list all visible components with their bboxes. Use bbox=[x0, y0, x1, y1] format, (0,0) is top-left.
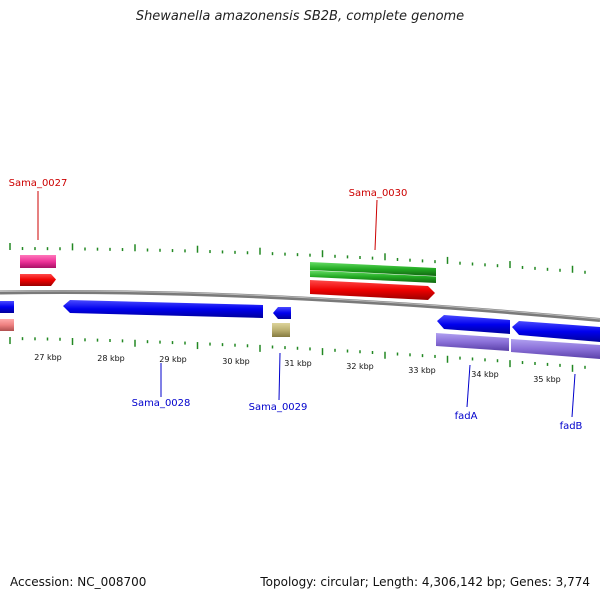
genome-backbone-highlight bbox=[0, 290, 600, 320]
cds-sama-0029-feature[interactable] bbox=[273, 307, 291, 319]
cds-left-partial-feature[interactable] bbox=[0, 301, 14, 313]
gene-label-sama-0028[interactable]: Sama_0028 bbox=[132, 398, 191, 409]
accession-text: Accession: NC_008700 bbox=[10, 575, 147, 589]
cds-fada-feature[interactable] bbox=[437, 315, 510, 334]
scale-tick-label: 28 kbp bbox=[97, 354, 125, 363]
bottom-tick-row bbox=[9, 337, 586, 372]
scale-tick-label: 31 kbp bbox=[284, 359, 312, 368]
scale-tick-label: 33 kbp bbox=[408, 366, 436, 375]
cds-sama-0030-feature[interactable] bbox=[310, 280, 435, 300]
gene-label-fada[interactable]: fadA bbox=[455, 411, 478, 422]
scale-tick-label: 29 kbp bbox=[159, 355, 187, 364]
gene-fadb-feature[interactable] bbox=[511, 339, 600, 359]
leader-line-sama-0029 bbox=[278, 352, 281, 401]
gene-sama-0029-feature[interactable] bbox=[272, 323, 290, 337]
gene-label-fadb[interactable]: fadB bbox=[560, 421, 583, 432]
gene-label-sama-0030[interactable]: Sama_0030 bbox=[349, 188, 408, 199]
genome-summary-text: Topology: circular; Length: 4,306,142 bp… bbox=[260, 575, 590, 589]
scale-tick-label: 27 kbp bbox=[34, 353, 62, 362]
scale-tick-label: 34 kbp bbox=[471, 370, 499, 379]
scale-tick-label: 32 kbp bbox=[346, 362, 374, 371]
scale-ticks: 27 kbp 28 kbp 29 kbp 30 kbp 31 kbp 32 kb… bbox=[34, 353, 561, 384]
leader-line-sama-0030 bbox=[374, 199, 378, 251]
leader-line-fadb bbox=[571, 373, 576, 418]
scale-tick-label: 35 kbp bbox=[533, 375, 561, 384]
genome-backbone bbox=[0, 289, 600, 322]
cds-sama-0027-feature[interactable] bbox=[20, 274, 56, 286]
scale-tick-label: 30 kbp bbox=[222, 357, 250, 366]
gene-fada-feature[interactable] bbox=[436, 333, 509, 351]
gene-sama-0030-green-feature-2[interactable] bbox=[310, 270, 436, 284]
gene-label-sama-0029[interactable]: Sama_0029 bbox=[249, 402, 308, 413]
leader-line-fada bbox=[466, 364, 471, 408]
cds-sama-0028-feature[interactable] bbox=[63, 300, 263, 318]
gene-label-sama-0027[interactable]: Sama_0027 bbox=[9, 178, 68, 189]
map-title: Shewanella amazonensis SB2B, complete ge… bbox=[135, 9, 465, 24]
top-tick-row bbox=[9, 243, 586, 274]
gene-sama-0027-feature[interactable] bbox=[20, 255, 56, 268]
gene-sama-0030-green-feature[interactable] bbox=[310, 262, 436, 276]
cds-fadb-feature[interactable] bbox=[512, 321, 600, 342]
gene-left-partial-feature[interactable] bbox=[0, 319, 14, 331]
